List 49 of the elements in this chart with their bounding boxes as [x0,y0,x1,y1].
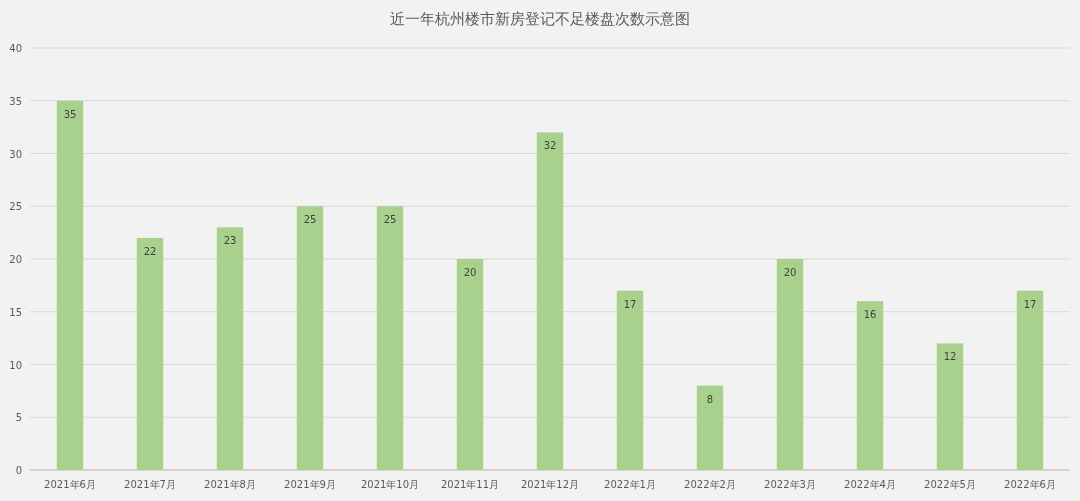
y-tick-label: 35 [9,95,22,107]
data-label: 23 [223,235,237,247]
x-tick-label: 2022年3月 [764,479,816,490]
x-tick-label: 2021年8月 [204,479,256,490]
y-tick-label: 10 [9,359,22,371]
bar: 17 [616,290,644,470]
data-label: 20 [463,267,477,278]
data-label: 16 [863,309,877,321]
data-label: 22 [143,245,157,257]
x-tick-label: 2022年4月 [844,479,896,490]
bar: 8 [696,385,724,470]
bar: 12 [936,343,964,470]
data-label: 17 [1023,298,1037,310]
x-tick-label: 2021年9月 [284,479,336,490]
data-label: 32 [543,140,557,152]
bar: 25 [376,206,404,470]
data-label: 25 [383,214,397,226]
chart-title: 近一年杭州楼市新房登记不足楼盘次数示意图 [390,10,690,28]
bar: 35 [56,100,84,470]
bar: 25 [296,206,324,470]
bar: 20 [776,259,804,470]
bar: 32 [536,132,564,470]
y-tick-label: 40 [9,43,22,54]
y-tick-label: 0 [15,465,22,476]
x-tick-label: 2021年12月 [520,479,580,490]
data-label: 35 [63,108,77,120]
x-tick-label: 2021年6月 [44,479,96,490]
data-label: 20 [783,267,797,278]
x-tick-label: 2021年7月 [124,479,176,490]
bar: 17 [1016,290,1044,470]
y-tick-label: 25 [9,201,22,213]
y-tick-label: 20 [9,254,22,265]
bar: 23 [216,227,244,470]
data-label: 12 [943,351,957,363]
bar: 22 [136,237,164,470]
data-label: 17 [623,298,637,310]
data-label: 8 [706,393,714,405]
y-tick-label: 30 [9,148,22,160]
y-tick-label: 5 [15,412,22,424]
x-tick-label: 2022年5月 [924,479,976,490]
x-tick-label: 2022年1月 [604,479,656,490]
bar: 20 [456,259,484,470]
x-tick-label: 2021年11月 [440,479,500,490]
x-tick-label: 2022年6月 [1004,479,1056,490]
y-tick-label: 15 [9,306,22,318]
x-tick-label: 2021年10月 [360,479,420,490]
data-label: 25 [303,214,317,226]
x-tick-label: 2022年2月 [684,479,736,490]
bar: 16 [856,301,884,470]
